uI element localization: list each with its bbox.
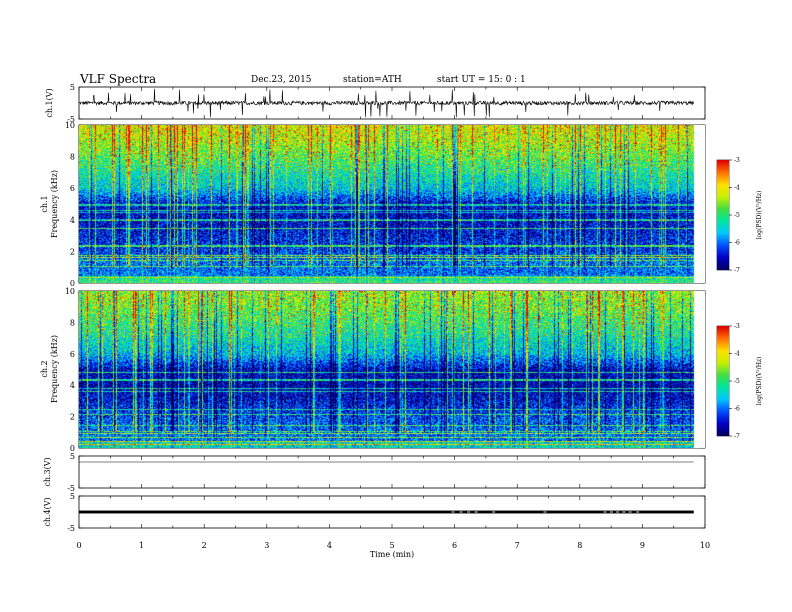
header-station: station=ATH: [343, 75, 402, 85]
colorbar-tick-label: -6: [734, 406, 740, 413]
ch3-waveform-ylabel: ch.3(V): [43, 457, 52, 486]
y-tick-label: 4: [70, 381, 75, 390]
x-tick-label: 8: [577, 541, 582, 550]
x-tick-label: 1: [139, 541, 144, 550]
y-tick-label: 10: [65, 121, 75, 130]
ch1-colorbar-label: log(PSD)(V²/Hz): [756, 191, 763, 240]
x-tick-label: 7: [515, 541, 520, 550]
y-tick-label: 8: [70, 153, 75, 162]
ch4-gap: [474, 511, 478, 513]
ch4-gap: [451, 511, 455, 513]
y-tick-label: 2: [70, 413, 75, 422]
ch4-gap: [628, 511, 632, 513]
y-tick-label: 2: [70, 247, 75, 256]
colorbar-tick-label: -5: [734, 212, 740, 219]
ch4-gap: [622, 511, 626, 513]
ch4-gap: [543, 511, 547, 513]
ch1-waveform-ylabel: ch.1(V): [45, 88, 54, 117]
colorbar-tick-label: -3: [734, 323, 740, 330]
ch2-spectrogram-ylabel-freq: Frequency (kHz): [50, 335, 59, 403]
colorbar-tick-label: -6: [734, 240, 740, 247]
ch4-band-fill: [79, 510, 694, 514]
ch4-gap: [467, 511, 471, 513]
colorbar-tick-label: -7: [734, 433, 740, 440]
ch4-gap: [459, 511, 463, 513]
y-tick-label: 5: [70, 492, 75, 501]
header-date: Dec.23, 2015: [251, 75, 312, 85]
colorbar-ticks: -3 -4 -5 -6 -7 -3 -4 -5 -6 -7: [729, 157, 740, 440]
ch4-gap: [616, 511, 620, 513]
x-tick-label: 3: [264, 541, 269, 550]
ch1-colorbar: [717, 160, 729, 270]
y-tick-label: 8: [70, 318, 75, 327]
ch4-gap: [492, 511, 496, 513]
ch2-colorbar-label: log(PSD)(V²/Hz): [756, 357, 763, 406]
ch4-gap: [603, 511, 607, 513]
ch1-spectrogram-canvas: [79, 125, 705, 283]
x-tick-label: 2: [202, 541, 207, 550]
colorbar-tick-label: -4: [734, 185, 740, 192]
ch1-spectrogram-ylabel-channel: ch.1: [40, 195, 49, 212]
x-tick-label: 4: [327, 541, 332, 550]
ch1-spectrogram-ylabel-freq: Frequency (kHz): [50, 170, 59, 238]
y-tick-label: 6: [70, 184, 75, 193]
ch2-colorbar: [717, 326, 729, 436]
x-tick-label: 9: [640, 541, 645, 550]
ch4-gap: [609, 511, 613, 513]
ch4-waveform-band: [79, 510, 694, 514]
ch3-waveform-frame: [78, 455, 706, 489]
x-tick-label: 5: [389, 541, 394, 550]
x-axis-label: Time (min): [370, 550, 414, 559]
y-tick-label: 0: [70, 444, 75, 453]
x-tick-label: 0: [76, 541, 81, 550]
y-tick-label: 4: [70, 216, 75, 225]
ch2-spectrogram-canvas: [79, 291, 705, 448]
colorbar-tick-label: -7: [734, 267, 740, 274]
x-tick-label: 6: [452, 541, 457, 550]
y-tick-label: 5: [70, 452, 75, 461]
figure-title: VLF Spectra: [79, 72, 156, 86]
colorbar-tick-label: -5: [734, 378, 740, 385]
ch2-spectrogram-ylabel-channel: ch.2: [40, 360, 49, 377]
y-tick-label: 0: [70, 279, 75, 288]
ch1-waveform-line: [78, 88, 694, 118]
y-tick-label: -5: [67, 115, 75, 124]
ch4-waveform-ylabel: ch.4(V): [43, 497, 52, 526]
colorbar-tick-label: -4: [734, 351, 740, 358]
x-tick-label: 10: [700, 541, 710, 550]
ch4-gap: [636, 511, 640, 513]
y-tick-label: 6: [70, 350, 75, 359]
y-tick-label: -5: [67, 524, 75, 533]
y-tick-label: -5: [67, 484, 75, 493]
y-tick-label: 5: [70, 83, 75, 92]
colorbar-tick-label: -3: [734, 157, 740, 164]
y-tick-label: 10: [65, 287, 75, 296]
header-start-time: start UT = 15: 0 : 1: [437, 75, 526, 85]
